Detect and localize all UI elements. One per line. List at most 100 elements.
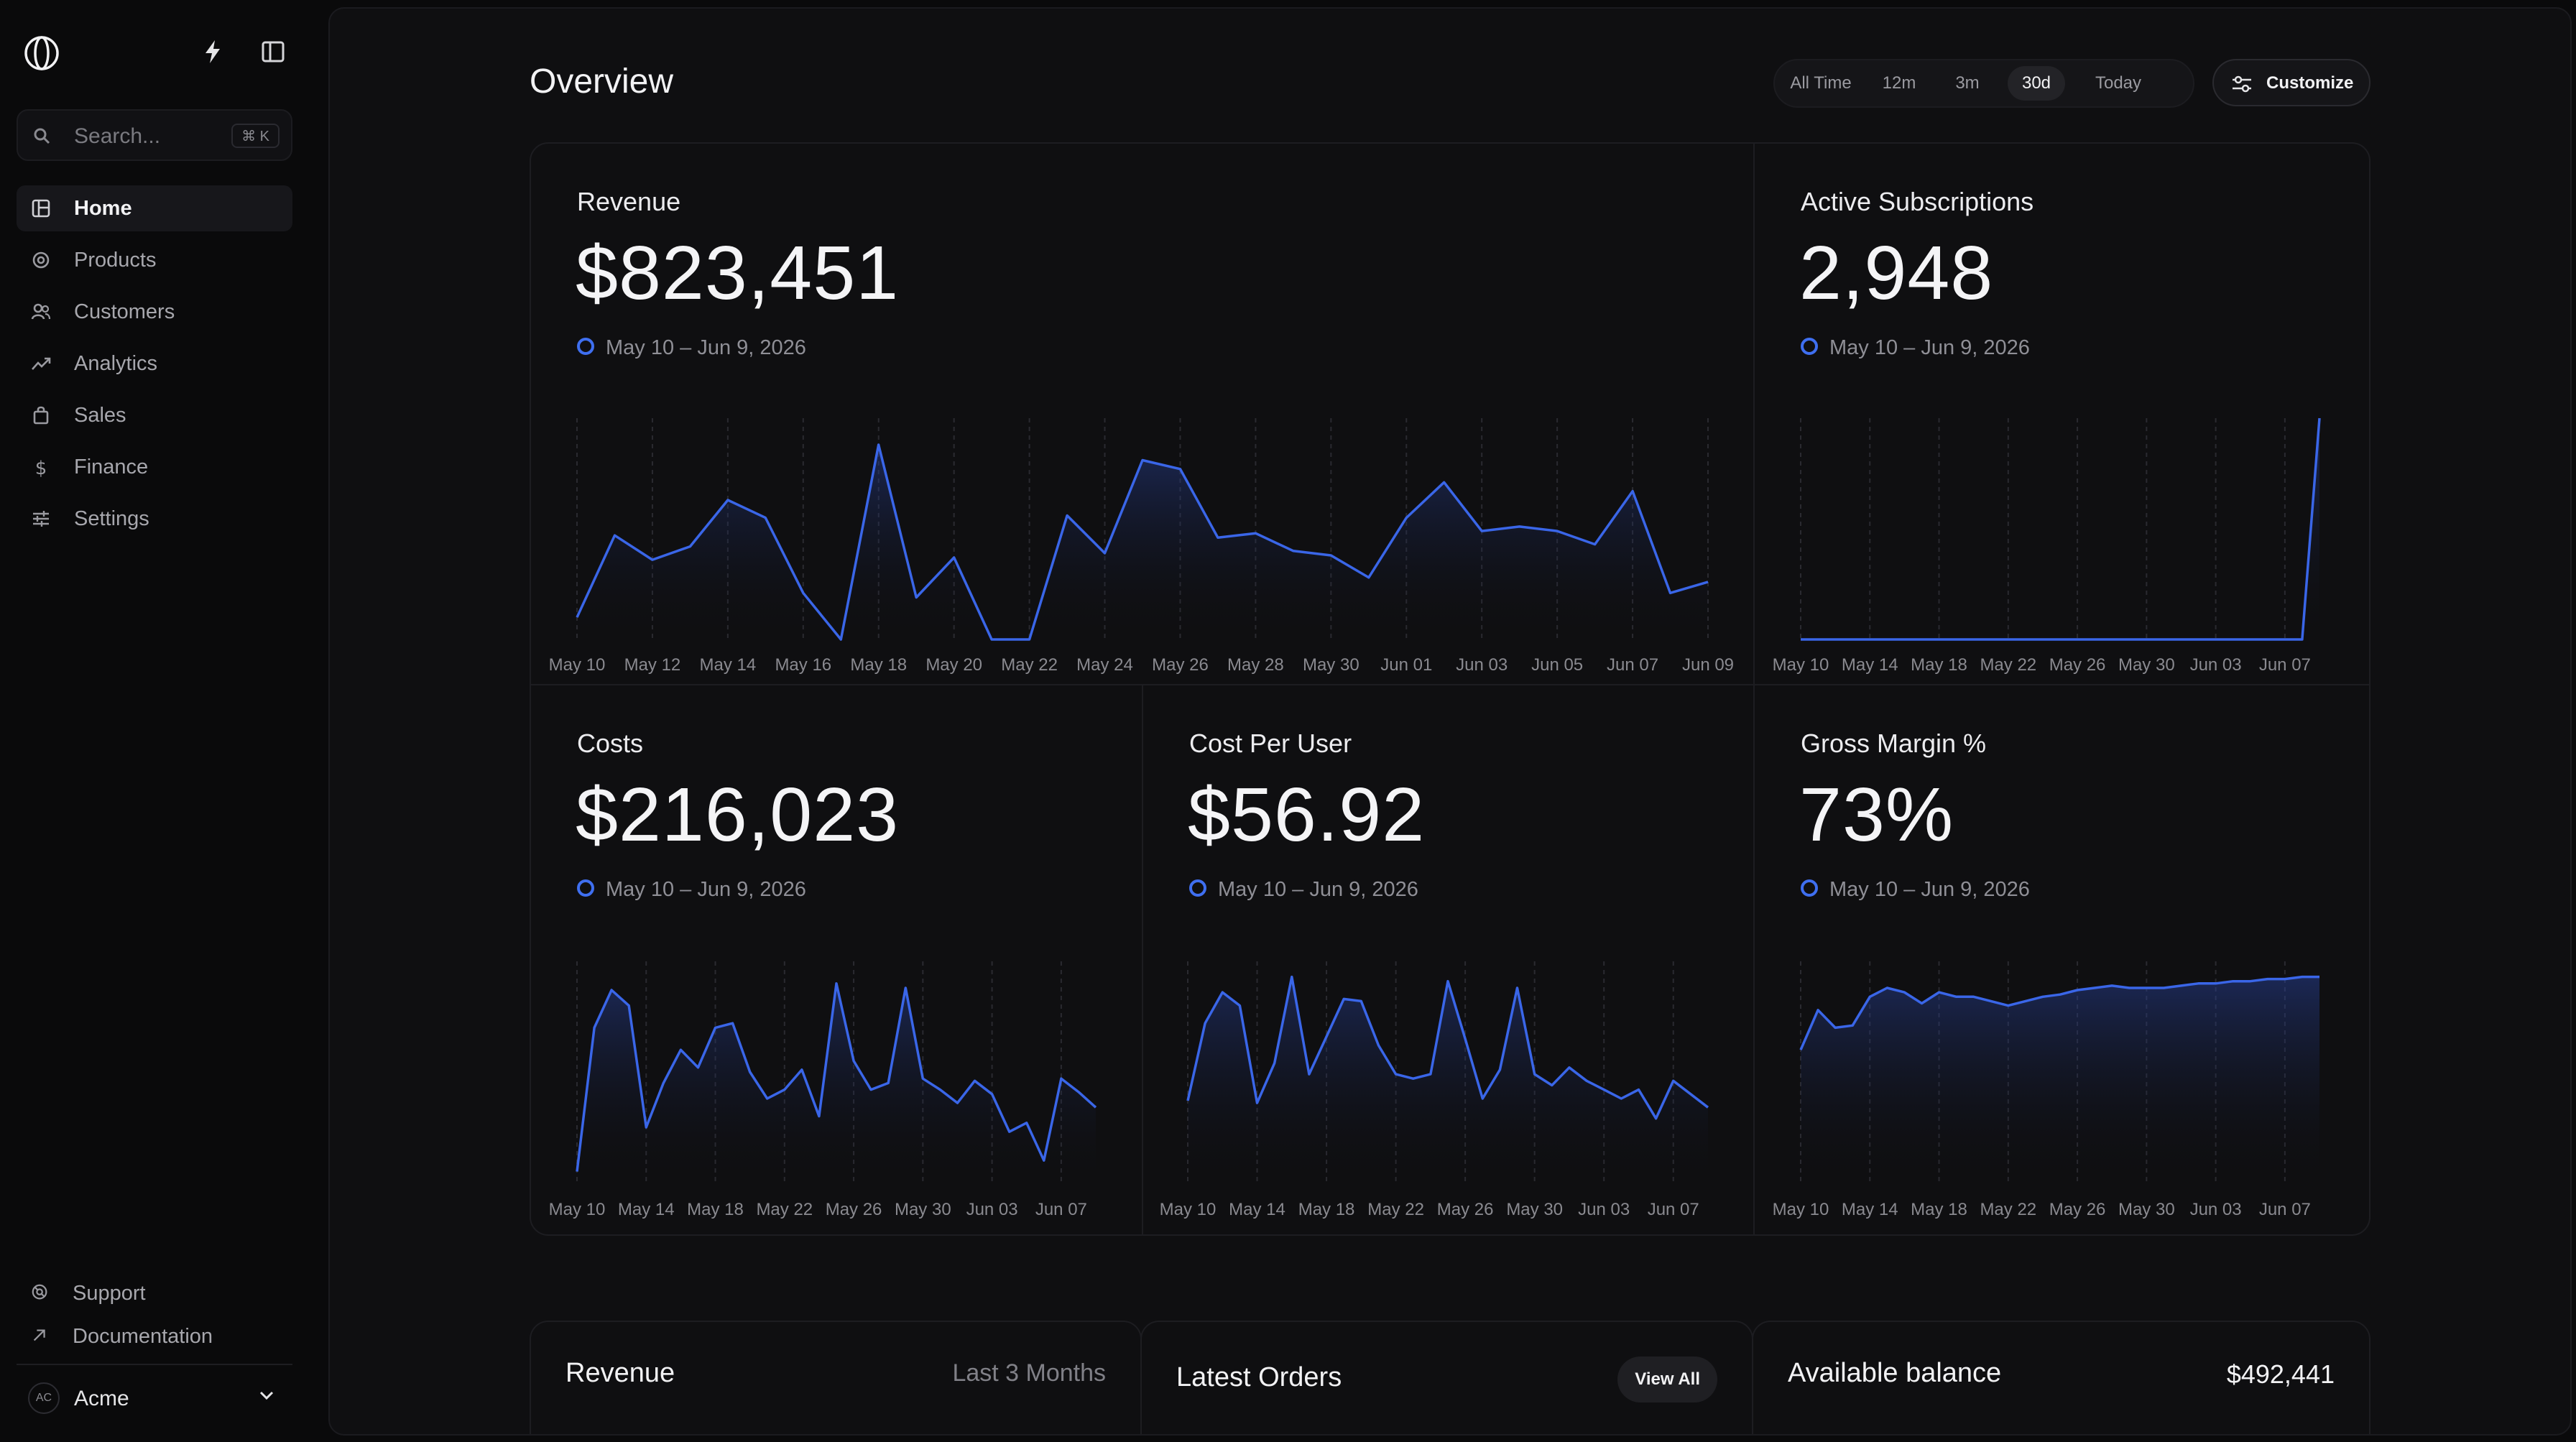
svg-text:$: $: [35, 458, 47, 477]
costs-title: Costs: [577, 729, 644, 758]
cost-per-user-card[interactable]: Cost Per User $56.92 May 10 – Jun 9, 202…: [1143, 685, 1753, 1234]
sidebar-item-label: Products: [74, 249, 157, 272]
revenue-summary-card[interactable]: Revenue Last 3 Months: [530, 1321, 1142, 1434]
subscriptions-title: Active Subscriptions: [1801, 187, 2034, 216]
sidebar-item-label: Customers: [74, 300, 175, 323]
x-tick-label: May 22: [756, 1200, 813, 1219]
arrow-up-right-icon: [33, 1329, 45, 1341]
x-tick-label: May 18: [850, 655, 907, 675]
series-line: [1186, 975, 1709, 1120]
x-tick-label: May 14: [700, 655, 757, 675]
x-tick-label: May 30: [2118, 1200, 2175, 1219]
analytics-icon: [32, 357, 51, 370]
x-tick-label: May 30: [1506, 1200, 1563, 1219]
x-tick-label: Jun 07: [1035, 1200, 1087, 1219]
sidebar-item-label: Sales: [74, 404, 126, 427]
x-tick-label: Jun 07: [1607, 655, 1658, 675]
range-dot-icon: [577, 338, 594, 355]
x-tick-label: Jun 07: [2259, 1200, 2311, 1219]
bolt-icon[interactable]: [195, 34, 230, 69]
x-tick-label: May 14: [1842, 655, 1898, 675]
revenue-summary-title: Revenue: [565, 1358, 675, 1388]
revenue-period-label[interactable]: Last 3 Months: [952, 1359, 1106, 1387]
x-tick-label: May 26: [2049, 1200, 2106, 1219]
series-area: [1801, 418, 2319, 639]
chevron-down-icon: [258, 1390, 275, 1405]
revenue-card[interactable]: Revenue $823,451 May 10 – Jun 9, 2026 Ma…: [531, 144, 1753, 684]
x-tick-label: May 10: [549, 1200, 606, 1219]
gross-margin-card[interactable]: Gross Margin % 73% May 10 – Jun 9, 2026 …: [1755, 685, 2369, 1234]
cost-per-user-title: Cost Per User: [1189, 729, 1352, 758]
sidebar-item-home[interactable]: Home: [17, 185, 292, 231]
gross-margin-title: Gross Margin %: [1801, 729, 1987, 758]
timeframe-30d[interactable]: 30d: [2008, 66, 2065, 101]
available-balance-card: Available balance $492,441: [1752, 1321, 2370, 1434]
range-dot-icon: [1801, 879, 1818, 897]
date-range: May 10 – Jun 9, 2026: [577, 878, 806, 902]
sidebar-toggle-icon[interactable]: [256, 34, 290, 69]
subscriptions-card[interactable]: Active Subscriptions 2,948 May 10 – Jun …: [1755, 144, 2369, 684]
range-dot-icon: [1189, 879, 1206, 897]
sliders-icon: [2231, 74, 2253, 98]
workspace-switcher[interactable]: AC Acme: [17, 1377, 292, 1420]
x-tick-label: Jun 05: [1531, 655, 1583, 675]
sidebar-item-support[interactable]: Support: [17, 1275, 292, 1311]
logo-icon[interactable]: [23, 34, 60, 72]
date-range: May 10 – Jun 9, 2026: [1801, 878, 2030, 902]
search-shortcut-badge: ⌘ K: [231, 124, 280, 148]
sidebar-item-label: Settings: [74, 507, 149, 530]
timeframe-all-time[interactable]: All Time: [1790, 73, 1852, 93]
series-line: [1799, 975, 2319, 1050]
x-tick-label: May 22: [1001, 655, 1058, 675]
cost-per-user-value: $56.92: [1188, 772, 1426, 857]
main-panel: Overview All Time 12m 3m 30d Today Custo…: [328, 7, 2572, 1436]
x-tick-label: May 24: [1076, 655, 1133, 675]
sidebar-item-analytics[interactable]: Analytics: [17, 341, 292, 387]
costs-card[interactable]: Costs $216,023 May 10 – Jun 9, 2026 May …: [531, 685, 1142, 1234]
date-range: May 10 – Jun 9, 2026: [1801, 336, 2030, 360]
x-tick-label: May 16: [775, 655, 831, 675]
x-tick-label: Jun 09: [1682, 655, 1734, 675]
x-tick-label: May 10: [1160, 1200, 1217, 1219]
sidebar-item-documentation[interactable]: Documentation: [17, 1318, 292, 1354]
search-input[interactable]: Search... ⌘ K: [17, 109, 292, 161]
series-line: [576, 443, 1709, 641]
revenue-title: Revenue: [577, 187, 681, 216]
series-line: [1801, 417, 2321, 641]
customize-label: Customize: [2266, 73, 2354, 93]
x-tick-label: May 20: [925, 655, 982, 675]
timeframe-selector: All Time 12m 3m 30d Today: [1773, 59, 2194, 108]
sidebar-item-settings[interactable]: Settings: [17, 496, 292, 542]
x-tick-label: May 14: [618, 1200, 675, 1219]
metrics-grid: Revenue $823,451 May 10 – Jun 9, 2026 Ma…: [530, 142, 2370, 1236]
timeframe-12m[interactable]: 12m: [1882, 73, 1916, 93]
customize-button[interactable]: Customize: [2212, 59, 2370, 106]
latest-orders-card: Latest Orders View All: [1140, 1321, 1753, 1434]
series-area: [1801, 976, 2319, 1183]
sidebar-divider: [17, 1364, 292, 1365]
sidebar: Search... ⌘ K Home Products Customers Analy…: [0, 0, 322, 1442]
x-tick-label: Jun 03: [2190, 1200, 2242, 1219]
workspace-name: Acme: [74, 1387, 129, 1410]
x-tick-label: Jun 03: [1456, 655, 1508, 675]
sidebar-item-finance[interactable]: $ Finance: [17, 444, 292, 490]
sidebar-item-label: Home: [74, 197, 132, 220]
search-placeholder: Search...: [74, 124, 161, 148]
gross-margin-value: 73%: [1799, 772, 1954, 857]
x-tick-label: May 26: [2049, 655, 2106, 675]
finance-icon: $: [35, 458, 47, 477]
x-tick-label: May 30: [1303, 655, 1359, 675]
sidebar-item-customers[interactable]: Customers: [17, 289, 292, 335]
revenue-value: $823,451: [576, 231, 900, 315]
timeframe-3m[interactable]: 3m: [1955, 73, 1980, 93]
x-tick-label: May 28: [1227, 655, 1284, 675]
sidebar-item-sales[interactable]: Sales: [17, 392, 292, 438]
x-tick-label: May 22: [1980, 655, 2036, 675]
view-all-button[interactable]: View All: [1617, 1357, 1717, 1402]
x-tick-label: May 26: [1152, 655, 1209, 675]
x-tick-label: May 10: [1773, 655, 1829, 675]
sidebar-item-products[interactable]: Products: [17, 237, 292, 283]
range-dot-icon: [1801, 338, 1818, 355]
timeframe-today[interactable]: Today: [2095, 73, 2142, 93]
sidebar-item-label: Analytics: [74, 352, 158, 375]
